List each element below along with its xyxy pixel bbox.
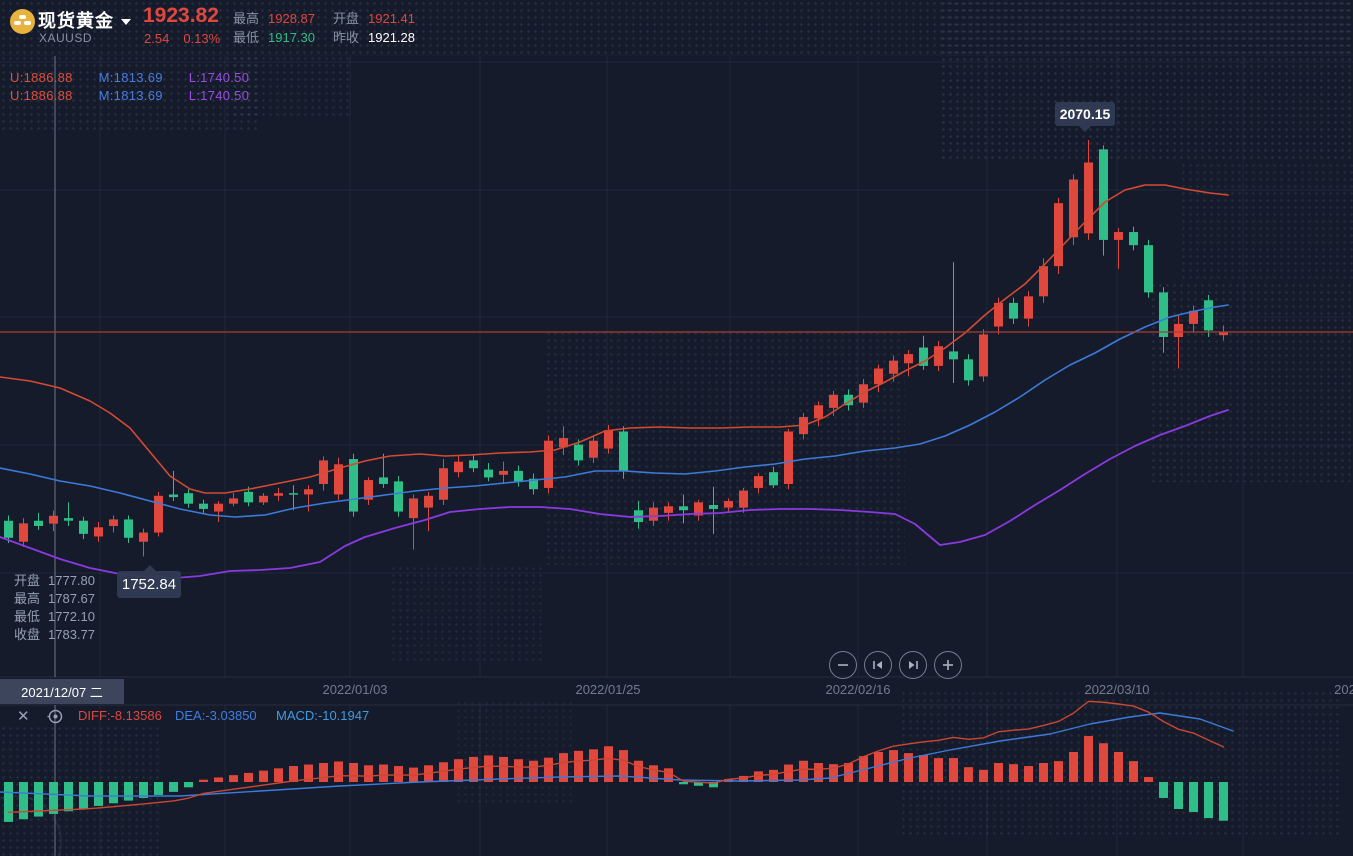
instrument-name-label: 现货黄金 (38, 11, 114, 31)
skip-to-start-icon (873, 661, 882, 669)
stat-label: 开盘 (333, 11, 360, 26)
boll-middle-value: M:1813.69 (98, 70, 163, 85)
boll-lower-value: L:1740.50 (188, 88, 250, 103)
stat-prev-close: 昨收 1921.28 (333, 27, 415, 46)
time-axis-label: 202 (1334, 682, 1353, 697)
stat-value: 1921.41 (368, 11, 416, 26)
legend-low: 最低 1772.10 (14, 609, 96, 624)
stat-label: 最高 (233, 11, 260, 26)
stat-open: 开盘 1921.41 (333, 8, 415, 27)
dea-value: DEA:-3.03850 (175, 708, 257, 723)
diff-value: DIFF:-8.13586 (78, 708, 162, 723)
zoom-out-button[interactable] (829, 651, 857, 679)
go-to-end-button[interactable] (899, 651, 927, 679)
time-axis-label: 2022/01/03 (322, 682, 388, 697)
stat-label: 最低 (233, 30, 260, 45)
tooltip-pointer-down (1079, 126, 1091, 132)
boll-upper-value: U:1886.88 (10, 70, 73, 85)
price-change: 2.54 0.13% (144, 31, 234, 46)
macd-value: MACD:-10.1947 (276, 708, 370, 723)
gold-coin-icon (10, 9, 35, 34)
boll-values-row-1: U:1886.88 M:1813.69 L:1740.50 (10, 70, 271, 85)
instrument-symbol: XAUUSD (39, 31, 93, 45)
boll-middle-value: M:1813.69 (98, 88, 163, 103)
stat-value: 1917.30 (268, 30, 316, 45)
legend-close: 收盘 1783.77 (14, 627, 96, 642)
chevron-down-icon (121, 19, 131, 25)
time-axis-label: 2022/01/25 (575, 682, 641, 697)
time-axis-label: 2022/02/16 (825, 682, 891, 697)
stat-high: 最高 1928.87 (233, 8, 315, 27)
go-to-start-button[interactable] (864, 651, 892, 679)
low-price-value: 1752.84 (121, 576, 177, 593)
boll-lower-value: L:1740.50 (188, 70, 250, 85)
boll-values-row-2: U:1886.88 M:1813.69 L:1740.50 (10, 88, 271, 103)
stat-value: 1921.28 (368, 30, 416, 45)
close-indicator-icon[interactable]: ✕ (17, 708, 30, 725)
minus-icon (838, 664, 848, 666)
stat-low: 最低 1917.30 (233, 27, 315, 46)
crosshair-ohlc-legend: 开盘 1777.80 最高 1787.67 最低 1772.10 收盘 1783.77 (14, 572, 95, 644)
legend-open: 开盘 1777.80 (14, 573, 96, 588)
skip-to-end-icon (909, 661, 918, 669)
plus-icon (943, 660, 953, 670)
stat-value: 1928.87 (268, 11, 316, 26)
peak-price-tooltip: 2070.15 (1055, 102, 1115, 132)
stat-label: 昨收 (333, 30, 360, 45)
indicator-settings-icon[interactable] (47, 708, 64, 728)
instrument-name[interactable]: 现货黄金 (38, 7, 131, 33)
change-percent: 0.13% (183, 31, 221, 46)
change-value: 2.54 (144, 31, 170, 46)
low-price-tooltip: 1752.84 (117, 565, 181, 598)
tooltip-pointer-up (144, 565, 156, 571)
time-axis-label: 2022/03/10 (1084, 682, 1150, 697)
macd-indicator-bar: ✕ DIFF:-8.13586 DEA:-3.03850 MACD:-10.19… (0, 706, 1353, 728)
last-price: 1923.82 (143, 4, 219, 27)
peak-price-value: 2070.15 (1059, 106, 1111, 122)
crosshair-date-label: 2021/12/07 二 (0, 679, 124, 704)
legend-high: 最高 1787.67 (14, 591, 96, 606)
zoom-in-button[interactable] (934, 651, 962, 679)
boll-upper-value: U:1886.88 (10, 88, 73, 103)
